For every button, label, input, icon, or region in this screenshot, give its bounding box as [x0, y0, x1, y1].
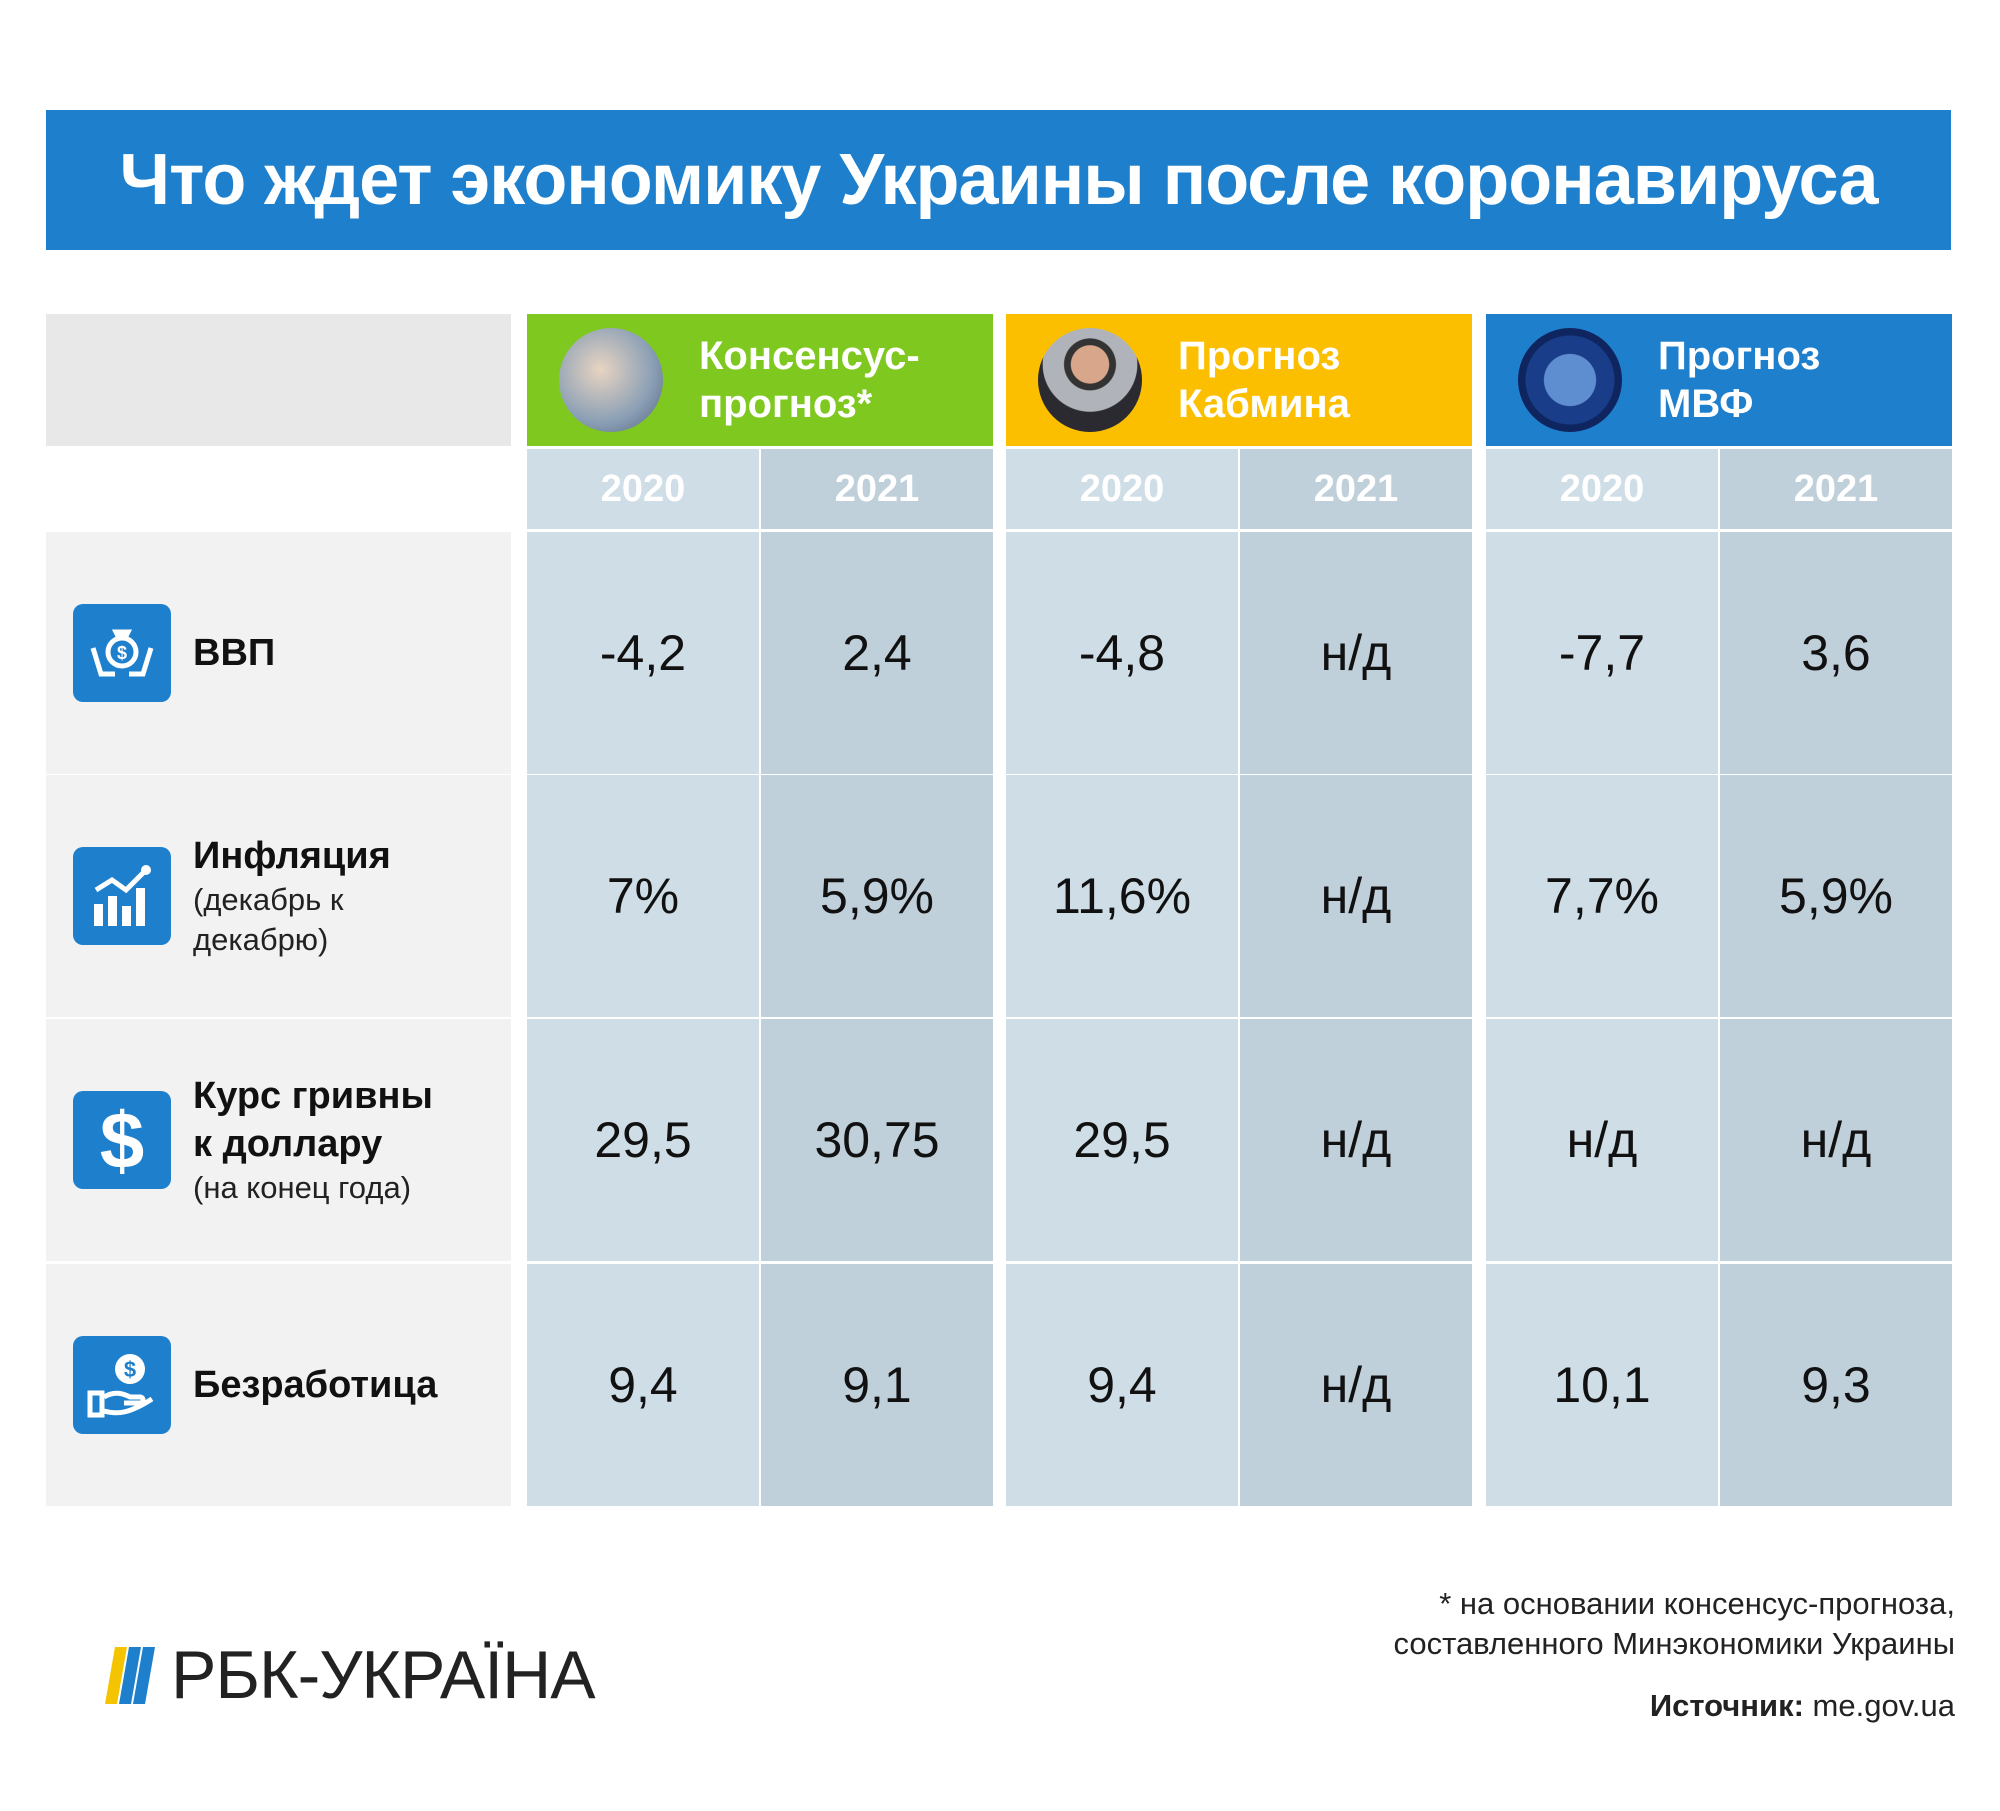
header-label: Консенсус-прогноз*	[699, 334, 920, 426]
table-cell: 7,7%	[1486, 775, 1718, 1017]
svg-text:$: $	[100, 1100, 145, 1180]
row-label: $ ВВП	[46, 532, 511, 774]
table-cell: н/д	[1240, 1264, 1472, 1506]
footnote-line1: * на основании консенсус-прогноза,	[1439, 1586, 1955, 1621]
header-label: Прогноз Кабмина	[1178, 334, 1350, 426]
table-cell: 9,4	[527, 1264, 759, 1506]
svg-text:$: $	[124, 1357, 136, 1382]
source-line: Источник: me.gov.ua	[1650, 1688, 1955, 1724]
year-header: 2020	[1486, 449, 1718, 529]
table-cell: -7,7	[1486, 532, 1718, 774]
year-header: 2021	[1720, 449, 1952, 529]
footnote-line2: составленного Минэкономики Украины	[1393, 1626, 1956, 1661]
table-cell: н/д	[1240, 775, 1472, 1017]
row-title: Курс гривны к доллару	[193, 1075, 433, 1165]
table-cell: -4,8	[1006, 532, 1238, 774]
table-cell: 5,9%	[1720, 775, 1952, 1017]
table-cell: 7%	[527, 775, 759, 1017]
table-cell: 9,4	[1006, 1264, 1238, 1506]
row-label: $ Безработица	[46, 1264, 511, 1506]
table-cell: 10,1	[1486, 1264, 1718, 1506]
source-label: Источник:	[1649, 1688, 1804, 1723]
logo-text: РБК-УКРАЇНА	[171, 1637, 596, 1713]
svg-text:$: $	[117, 643, 127, 663]
row-title: Безработица	[193, 1364, 438, 1406]
table-cell: 30,75	[761, 1019, 993, 1261]
table-cell: н/д	[1240, 1019, 1472, 1261]
table-cell: 5,9%	[761, 775, 993, 1017]
table-cell: 2,4	[761, 532, 993, 774]
imf-seal-icon	[1518, 328, 1622, 432]
page-title: Что ждет экономику Украины после коронав…	[46, 110, 1951, 250]
table-cell: н/д	[1240, 532, 1472, 774]
row-label: Инфляция (декабрь к декабрю)	[46, 775, 511, 1017]
bar-chart-growth-icon	[73, 847, 171, 945]
header-blank	[46, 314, 511, 446]
table-cell: 29,5	[1006, 1019, 1238, 1261]
handshake-photo-icon	[559, 328, 663, 432]
year-header: 2021	[1240, 449, 1472, 529]
year-header: 2021	[761, 449, 993, 529]
row-subtitle: (на конец года)	[193, 1170, 412, 1205]
table-cell: 9,1	[761, 1264, 993, 1506]
rbc-logo: РБК-УКРАЇНА	[105, 1636, 596, 1714]
table-cell: 9,3	[1720, 1264, 1952, 1506]
portrait-photo-icon	[1038, 328, 1142, 432]
money-bag-hands-icon: $	[73, 604, 171, 702]
table-cell: 3,6	[1720, 532, 1952, 774]
year-header: 2020	[527, 449, 759, 529]
table-cell: -4,2	[527, 532, 759, 774]
dollar-icon: $	[73, 1091, 171, 1189]
header-label: Прогноз МВФ	[1658, 334, 1821, 426]
header-imf: Прогноз МВФ	[1486, 314, 1952, 446]
source-value: me.gov.ua	[1812, 1688, 1955, 1723]
row-subtitle: (декабрь к декабрю)	[193, 882, 344, 957]
header-consensus: Консенсус-прогноз*	[527, 314, 993, 446]
table-cell: н/д	[1720, 1019, 1952, 1261]
row-title: ВВП	[193, 632, 276, 674]
table-cell: 11,6%	[1006, 775, 1238, 1017]
row-title: Инфляция	[193, 835, 391, 877]
year-header: 2020	[1006, 449, 1238, 529]
logo-mark-icon	[105, 1646, 155, 1704]
table-cell: н/д	[1486, 1019, 1718, 1261]
table-cell: 29,5	[527, 1019, 759, 1261]
row-label: $ Курс гривны к доллару (на конец года)	[46, 1019, 511, 1261]
hand-coin-icon: $	[73, 1336, 171, 1434]
header-cabinet: Прогноз Кабмина	[1006, 314, 1472, 446]
